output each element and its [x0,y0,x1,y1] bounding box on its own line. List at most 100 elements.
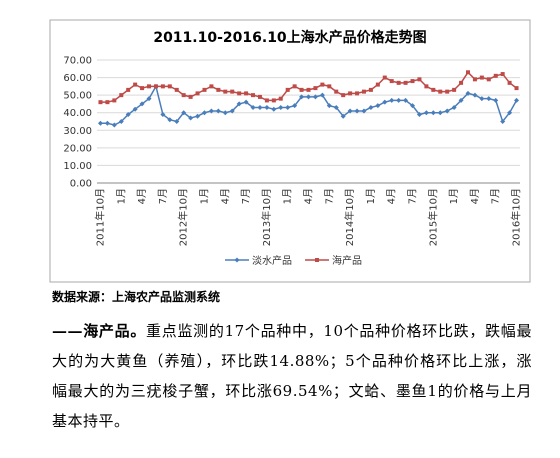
marker [403,80,408,85]
x-tick-label: 4月 [303,188,315,204]
marker [403,97,409,103]
marker [493,97,499,103]
marker [147,84,152,89]
x-tick-label: 4月 [386,188,398,204]
marker [181,110,187,116]
marker [195,113,201,119]
marker [507,80,512,85]
marker [438,89,443,94]
marker [119,93,124,98]
x-tick-label: 2011年10月 [93,188,106,246]
x-tick-label: 1月 [115,188,127,204]
y-tick-label: 30.00 [63,126,92,137]
marker [167,84,172,89]
marker [472,92,478,98]
marker [355,91,360,96]
marker [375,103,381,109]
marker [459,80,464,85]
marker [125,111,131,117]
x-tick-label: 1月 [282,188,294,204]
marker [250,104,256,110]
marker [306,87,311,92]
marker [445,89,450,94]
chart: 2011.10-2016.10上海水产品价格走势图 0.00 10.00 20.00… [49,19,531,283]
marker [368,104,374,110]
legend-label: 淡水产品 [252,254,292,267]
marker [112,98,117,103]
marker [188,115,194,121]
marker [486,96,492,102]
marker [361,108,367,114]
marker [292,103,298,109]
marker [132,106,138,112]
x-tick-label: 4月 [469,188,481,204]
marker [223,89,228,94]
marker [458,97,464,103]
x-tick-label: 4月 [136,188,148,204]
marker [278,104,284,110]
marker [299,87,304,92]
marker [354,108,360,114]
marker [417,77,422,82]
marker [389,97,395,103]
marker [201,110,207,116]
y-tick-label: 60.00 [63,73,92,84]
y-tick-label: 20.00 [63,143,92,154]
marker [160,84,165,89]
legend-marker [315,258,319,262]
marker [195,91,200,96]
marker [278,96,283,101]
y-tick-label: 40.00 [63,108,92,119]
x-tick-label: 4月 [219,188,231,204]
marker [382,75,387,80]
x-tick-label: 1月 [448,188,460,204]
marker [257,104,263,110]
chart-title: 2011.10-2016.10上海水产品价格走势图 [153,29,426,46]
x-tick-label: 7月 [490,188,502,204]
marker [299,94,305,100]
marker [493,73,498,78]
marker [486,77,491,82]
marker [313,86,318,91]
marker [174,87,179,92]
marker [215,108,221,114]
source: 数据来源：上海农产品监测系统 [52,290,221,304]
marker [160,111,166,117]
marker [348,91,353,96]
y-tick-label: 70.00 [63,56,92,67]
marker [257,94,262,99]
x-tick-label: 1月 [365,188,377,204]
marker [181,93,186,98]
marker [146,96,152,102]
x-tick-label: 2013年10月 [260,188,273,246]
marker [500,72,505,77]
y-tick-label: 0.00 [70,179,92,190]
x-tick-label: 7月 [157,188,169,204]
marker [140,86,145,91]
marker [375,82,380,87]
marker [202,87,207,92]
marker [153,84,158,89]
marker [111,122,117,128]
marker [347,108,353,114]
marker [264,98,269,103]
marker [430,110,436,116]
marker [396,97,402,103]
marker [292,84,297,89]
marker [264,104,270,110]
marker [479,75,484,80]
marker [209,84,214,89]
y-tick-label: 10.00 [63,161,92,172]
marker [479,96,485,102]
marker [229,108,235,114]
marker [174,119,180,124]
marker [465,70,470,75]
marker [237,91,242,96]
marker [319,92,325,98]
x-tick-label: 2015年10月 [426,188,439,246]
marker [340,113,346,119]
marker [251,93,256,98]
legend-label: 海产品 [332,254,362,267]
marker [126,87,131,92]
